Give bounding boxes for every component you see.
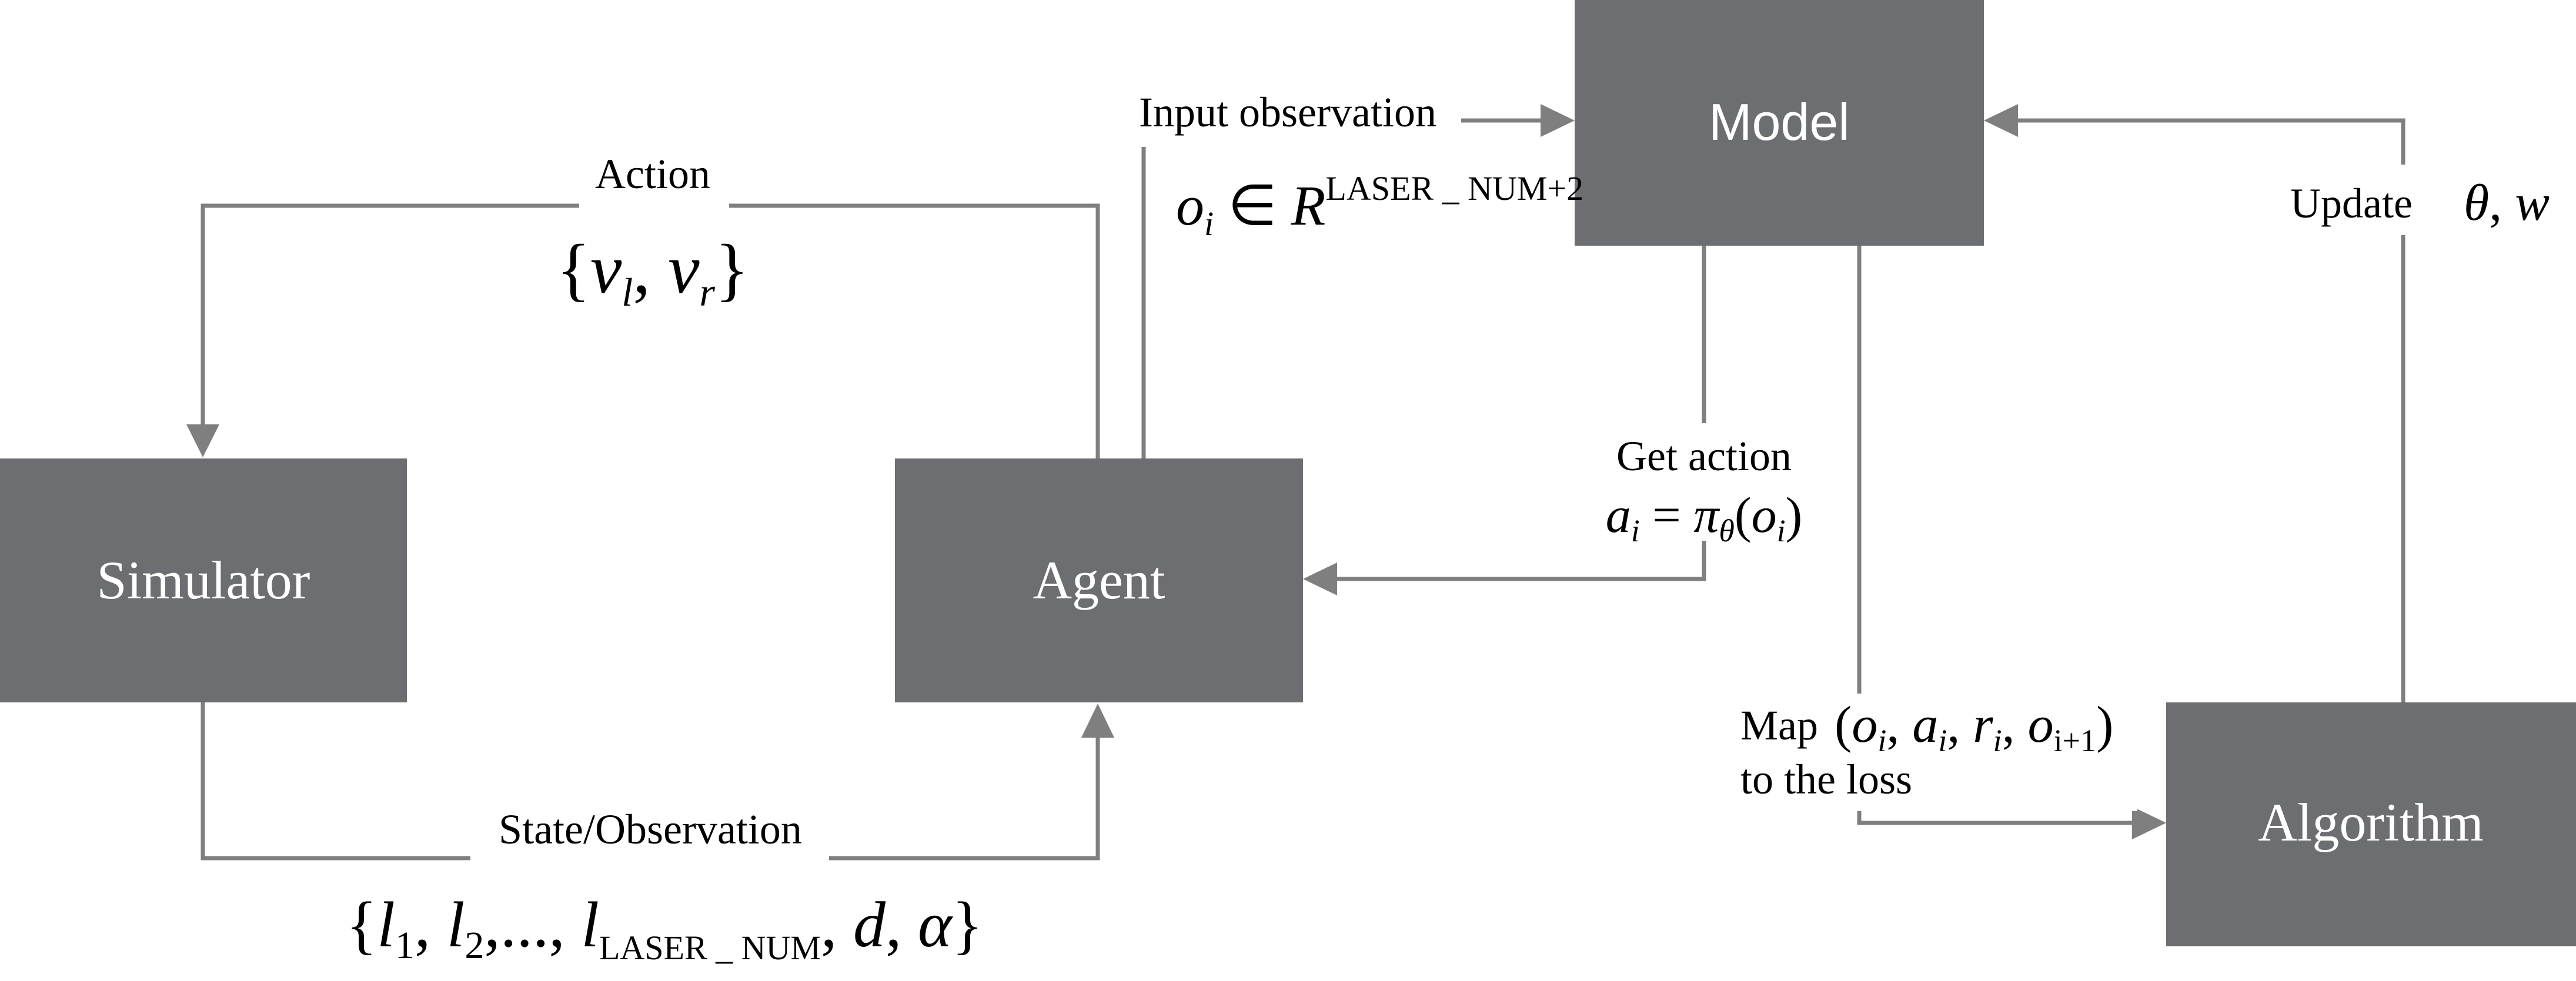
state-observation-annotation: State/Observation {l1, l2,..., lLASER _ … [346,806,983,967]
input-observation-annotation: Input observation oi ∈ RLASER _ NUM+2 [1114,88,1583,243]
get-action-arrowhead [1303,563,1337,595]
algorithm-label: Algorithm [2258,792,2483,852]
action-annotation: Action {vl, vr} [556,150,749,314]
map-loss-arrowhead [2132,806,2166,839]
observation-set: {l1, l2,..., lLASER _ NUM, d, α} [346,889,983,967]
model-node: Model [1575,0,1984,246]
model-label: Model [1709,93,1850,151]
simulator-node: Simulator [0,458,407,702]
get-action-label-bg [1588,423,1820,541]
update-params: θ, w [2464,175,2550,232]
agent-node: Agent [895,458,1303,702]
action-label: Action [595,150,710,197]
map-label: Map [1740,702,1818,749]
update-arrowhead [1984,104,2018,137]
update-annotation: Update θ, w [2281,165,2576,235]
observation-space: oi ∈ RLASER _ NUM+2 [1176,169,1583,243]
update-label: Update [2290,180,2413,227]
action-set: {vl, vr} [556,230,749,314]
input-observation-arrowhead [1541,104,1575,137]
algorithm-node: Algorithm [2166,702,2576,946]
input-observation-label: Input observation [1139,89,1436,136]
model-box [1575,0,1984,246]
update-label-bg [2281,165,2576,235]
policy-formula: ai = πθ(oi) [1606,487,1802,548]
simulator-label: Simulator [97,550,310,610]
state-observation-label-bg [470,814,829,873]
state-observation-label: State/Observation [499,806,802,853]
get-action-label: Get action [1616,433,1792,480]
action-arrowhead [186,424,219,457]
input-observation-label-bg [1114,88,1461,147]
map-loss-annotation: Map (oi, ai, ri, oi+1) to the loss [1732,694,2137,811]
agent-box [895,458,1303,702]
action-label-bg [579,150,729,215]
get-action-connector [1336,246,1706,581]
map-loss-connector [1857,246,2134,825]
map-loss-label-bg [1732,694,2137,811]
simulator-box [0,458,407,702]
update-connector [2017,118,2405,702]
algorithm-box [2166,702,2576,946]
get-action-annotation: Get action ai = πθ(oi) [1588,423,1820,548]
agent-label: Agent [1033,550,1165,610]
state-observation-arrowhead [1081,704,1114,738]
transition-tuple: (oi, ai, ri, oi+1) [1835,697,2113,758]
map-suffix-label: to the loss [1740,756,1912,803]
